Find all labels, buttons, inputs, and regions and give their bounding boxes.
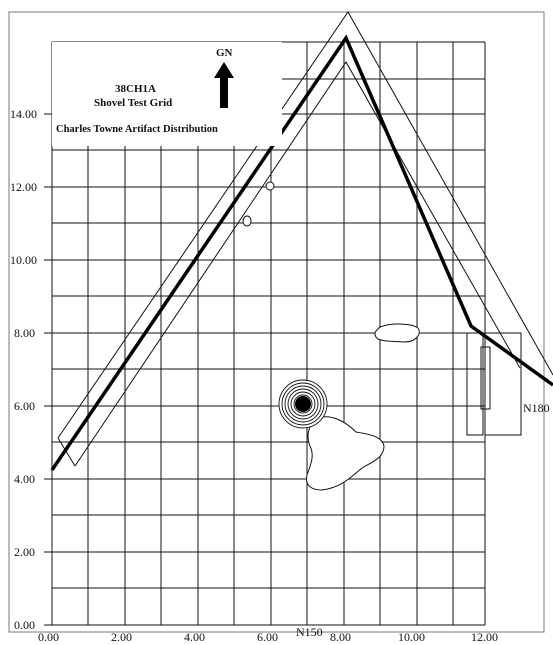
y-tick-labels: 14.00 12.00 10.00 8.00 6.00 4.00 2.00 0.… (10, 107, 37, 632)
boundary-outline (57, 11, 553, 439)
right-grid-extension (484, 332, 522, 436)
x-tick-label: 10.00 (398, 630, 425, 644)
x-tick-label: 0.00 (38, 630, 59, 644)
y-tick-label: 8.00 (14, 326, 35, 340)
y-tick-label: 6.00 (14, 399, 35, 413)
north-arrow-icon (214, 62, 234, 108)
x-tick-label: 6.00 (257, 630, 278, 644)
y-tick-label: 12.00 (10, 180, 37, 194)
y-tick-label: 4.00 (14, 472, 35, 486)
right-feature-rect (466, 332, 484, 436)
small-feature-circle (265, 181, 275, 191)
feature-blob-center (306, 416, 385, 491)
y-tick-label: 14.00 (10, 107, 37, 121)
x-tick-label: 4.00 (184, 630, 205, 644)
small-feature-circle (242, 215, 252, 227)
north-label: GN (216, 47, 233, 59)
map-frame (8, 11, 545, 633)
marker-bottom: N150 (296, 625, 323, 639)
artifact-density-peak (295, 396, 311, 412)
y-tick-label: 10.00 (10, 253, 37, 267)
marker-right: N180 (523, 401, 550, 415)
boundary-end-left (57, 437, 76, 467)
x-tick-labels: 0.00 2.00 4.00 6.00 8.00 10.00 12.00 (38, 630, 498, 644)
site-id: 38CH1A (115, 83, 156, 95)
x-tick-label: 12.00 (471, 630, 498, 644)
title-box (52, 42, 282, 146)
y-tick-label: 2.00 (14, 545, 35, 559)
y-tick-label: 0.00 (14, 618, 35, 632)
x-tick-label: 8.00 (330, 630, 351, 644)
x-tick-label: 2.00 (111, 630, 132, 644)
y-axis-ticks (44, 113, 52, 626)
palisade-line (50, 34, 553, 471)
grid-title: Shovel Test Grid (94, 97, 172, 109)
boundary-outline-inner (74, 61, 521, 467)
feature-blob-right (374, 323, 420, 343)
map-subtitle: Charles Towne Artifact Distribution (56, 124, 218, 135)
